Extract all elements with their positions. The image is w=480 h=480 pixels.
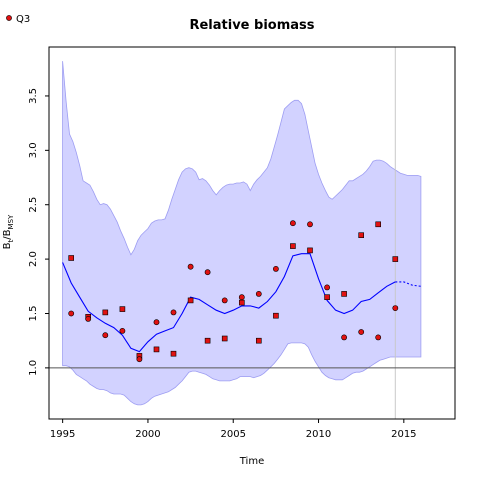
data-point-circle (119, 327, 126, 334)
data-point-square (187, 297, 194, 304)
confidence-band-area (62, 61, 422, 406)
data-point-circle (204, 269, 211, 276)
data-point-square (290, 243, 296, 249)
data-point-square (273, 312, 279, 319)
data-point-square (324, 294, 330, 301)
data-point-square (170, 350, 177, 357)
y-tick-label: 3.0 (28, 142, 39, 158)
data-point-circle (187, 263, 194, 270)
x-axis-title: Time (239, 456, 264, 467)
data-point-square (68, 255, 74, 261)
data-point-circle (221, 297, 228, 304)
data-point-circle (85, 315, 92, 322)
y-title-base: B (2, 242, 13, 249)
y-axis: 1.0 1.5 2.0 2.5 3.0 3.5 (28, 88, 49, 376)
y-title-sub2: MSY (7, 214, 15, 229)
legend: Q3 (6, 14, 30, 25)
x-tick-label: 2005 (221, 429, 246, 440)
y-tick-label: 2.5 (28, 197, 39, 213)
y-tick-label: 1.5 (28, 306, 39, 322)
y-title-sub1: t (7, 239, 15, 242)
median-line-projection (395, 281, 421, 287)
data-point-circle (341, 334, 347, 341)
data-point-circle (238, 294, 245, 301)
data-point-square (358, 232, 365, 238)
data-point-square (255, 337, 262, 344)
y-tick-label: 2.0 (28, 251, 39, 267)
data-point-square (341, 291, 347, 297)
data-point-circle (358, 329, 365, 335)
data-point-circle (136, 356, 143, 363)
data-points (68, 220, 399, 363)
data-point-circle (375, 334, 382, 341)
median-line-solid (62, 253, 396, 353)
data-point-circle (170, 309, 177, 316)
x-tick-label: 2000 (135, 429, 160, 440)
plot-frame (48, 46, 456, 420)
y-tick-label: 1.0 (28, 360, 39, 376)
x-tick-label: 1995 (50, 429, 75, 440)
confidence-band (62, 61, 422, 406)
data-point-square (375, 221, 382, 228)
x-tick-label: 2015 (391, 429, 416, 440)
legend-label: Q3 (16, 14, 30, 25)
median-line (62, 253, 421, 353)
data-point-circle (102, 332, 109, 339)
y-axis-title: Bt/BMSY (2, 214, 15, 249)
y-title-mid: /B (2, 229, 13, 239)
data-point-square (221, 335, 228, 342)
data-point-circle (392, 305, 399, 311)
legend-marker (6, 15, 12, 21)
data-point-circle (324, 284, 330, 291)
y-tick-label: 3.5 (28, 88, 39, 104)
reference-lines (49, 47, 455, 419)
chart-title: Relative biomass (189, 18, 314, 33)
data-point-square (204, 337, 211, 344)
data-point-circle (255, 290, 262, 297)
data-point-square (153, 346, 160, 353)
data-point-square (102, 309, 109, 316)
data-point-square (239, 299, 245, 306)
x-axis: 1995 2000 2005 2010 2015 (50, 419, 417, 440)
data-point-circle (307, 221, 313, 228)
data-point-circle (272, 265, 279, 272)
data-point-circle (153, 319, 160, 326)
data-point-square (392, 256, 399, 262)
data-point-circle (68, 310, 75, 317)
x-tick-label: 2010 (306, 429, 331, 440)
data-point-square (119, 306, 126, 312)
data-point-circle (289, 220, 296, 227)
data-point-square (307, 247, 313, 254)
